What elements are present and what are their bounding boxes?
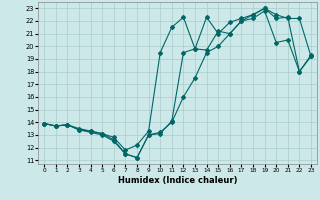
- X-axis label: Humidex (Indice chaleur): Humidex (Indice chaleur): [118, 176, 237, 185]
